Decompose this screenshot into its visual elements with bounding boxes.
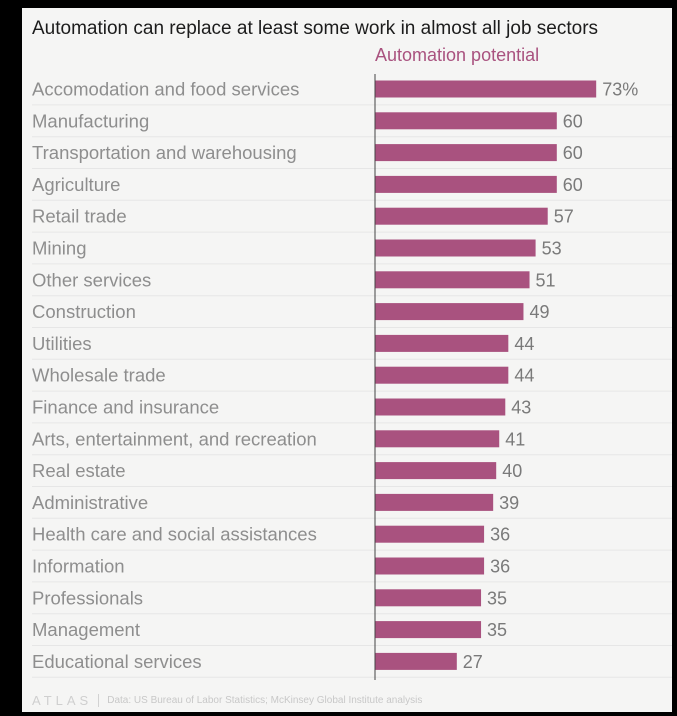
value-label: 73% [602, 80, 638, 100]
value-label: 36 [490, 525, 510, 545]
bar [375, 462, 497, 480]
category-label: Mining [32, 238, 87, 259]
value-label: 35 [487, 588, 507, 608]
bar [375, 430, 500, 448]
source-note: Data: US Bureau of Labor Statistics; McK… [107, 694, 423, 706]
category-label: Professionals [32, 587, 143, 608]
value-label: 36 [490, 557, 510, 577]
category-label: Administrative [32, 492, 148, 513]
value-label: 57 [554, 207, 574, 227]
value-label: 44 [514, 366, 534, 386]
value-label: 44 [514, 334, 534, 354]
bar [375, 334, 509, 352]
category-label: Other services [32, 269, 151, 290]
value-label: 60 [563, 111, 583, 131]
value-label: 49 [529, 302, 549, 322]
bar [375, 398, 506, 416]
category-label: Wholesale trade [32, 365, 166, 386]
category-label: Construction [32, 301, 136, 322]
chart-title: Automation can replace at least some wor… [32, 18, 599, 39]
bar [375, 303, 524, 321]
chart-card: Automation can replace at least some wor… [22, 8, 672, 712]
bar [375, 207, 548, 225]
series-label: Automation potential [375, 45, 540, 65]
category-label: Agriculture [32, 174, 120, 195]
category-label: Finance and insurance [32, 397, 219, 418]
value-label: 51 [536, 270, 556, 290]
value-label: 35 [487, 620, 507, 640]
bar [375, 112, 557, 130]
value-label: 39 [499, 493, 519, 513]
value-label: 60 [563, 143, 583, 163]
value-label: 53 [542, 239, 562, 259]
bar [375, 589, 482, 607]
category-label: Retail trade [32, 206, 127, 227]
value-label: 43 [511, 398, 531, 418]
bar [375, 80, 597, 98]
category-label: Accomodation and food services [32, 79, 299, 100]
category-label: Manufacturing [32, 110, 149, 131]
bar [375, 652, 457, 670]
footer-divider [98, 693, 100, 707]
chart-footer: ATLAS Data: US Bureau of Labor Statistic… [32, 692, 422, 708]
category-label: Utilities [32, 333, 92, 354]
bar [375, 239, 536, 257]
bar [375, 175, 557, 193]
value-label: 60 [563, 175, 583, 195]
value-label: 41 [505, 429, 525, 449]
bar-chart: Accomodation and food services 73% Manufac… [32, 74, 672, 680]
bar [375, 525, 485, 543]
bar [375, 366, 509, 384]
bar [375, 621, 482, 639]
bar [375, 493, 494, 511]
category-label: Real estate [32, 460, 126, 481]
category-label: Educational services [32, 651, 202, 672]
category-label: Arts, entertainment, and recreation [32, 428, 317, 449]
category-label: Health care and social assistances [32, 524, 317, 545]
value-label: 27 [463, 652, 483, 672]
category-label: Management [32, 619, 140, 640]
atlas-logo: ATLAS [32, 692, 93, 708]
bar [375, 271, 530, 289]
bar [375, 144, 557, 162]
category-label: Information [32, 556, 125, 577]
category-label: Transportation and warehousing [32, 142, 297, 163]
value-label: 40 [502, 461, 522, 481]
bar [375, 557, 485, 575]
